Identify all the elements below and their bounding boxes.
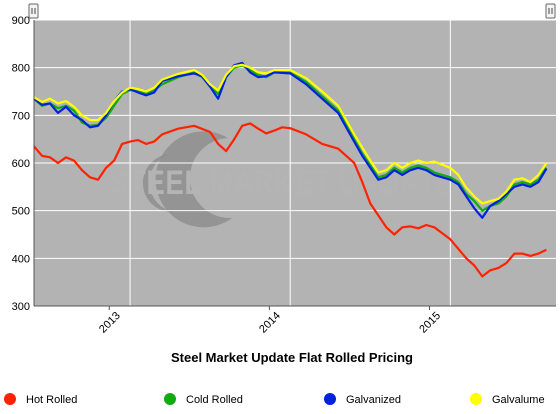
y-tick-label: 700 — [12, 110, 30, 122]
legend-item-galvanized[interactable]: Galvanized — [324, 393, 401, 406]
legend-marker-icon — [324, 393, 336, 405]
x-tick-label: 2013 — [97, 310, 123, 336]
legend-marker-icon — [164, 393, 176, 405]
watermark-swoosh-icon — [155, 131, 232, 228]
range-handle-left[interactable] — [28, 3, 39, 19]
y-tick-label: 900 — [12, 15, 30, 27]
y-tick-label: 800 — [12, 63, 30, 75]
legend-marker-icon — [4, 393, 16, 405]
legend-label: Hot Rolled — [26, 394, 77, 406]
chart-title: Steel Market Update Flat Rolled Pricing — [171, 350, 413, 365]
watermark-swoosh-icon-small — [142, 154, 174, 213]
legend-label: Cold Rolled — [186, 394, 243, 406]
series-lines — [33, 61, 548, 278]
legend-item-cold-rolled[interactable]: Cold Rolled — [164, 393, 243, 406]
x-tick-label: 2015 — [417, 310, 443, 336]
y-tick-label: 500 — [12, 206, 30, 218]
series-line-galvalume[interactable] — [33, 63, 548, 205]
legend-marker-icon — [470, 393, 482, 405]
legend-label: Galvalume — [492, 394, 545, 406]
legend-label: Galvanized — [346, 394, 401, 406]
grid-lines — [34, 19, 556, 307]
y-tick-label: 400 — [12, 253, 30, 265]
y-tick-label: 600 — [12, 158, 30, 170]
legend: Hot Rolled Cold Rolled Galvanized Galvalume — [4, 393, 545, 406]
watermark-text: STEEL MARKET UPDATE — [110, 164, 455, 202]
legend-item-hot-rolled[interactable]: Hot Rolled — [4, 393, 77, 406]
x-tick-label: 2014 — [257, 310, 283, 336]
y-tick-label: 300 — [12, 301, 30, 313]
series-line-hot-rolled[interactable] — [33, 122, 547, 278]
legend-item-galvalume[interactable]: Galvalume — [470, 393, 545, 406]
range-handle-right[interactable] — [545, 3, 556, 19]
